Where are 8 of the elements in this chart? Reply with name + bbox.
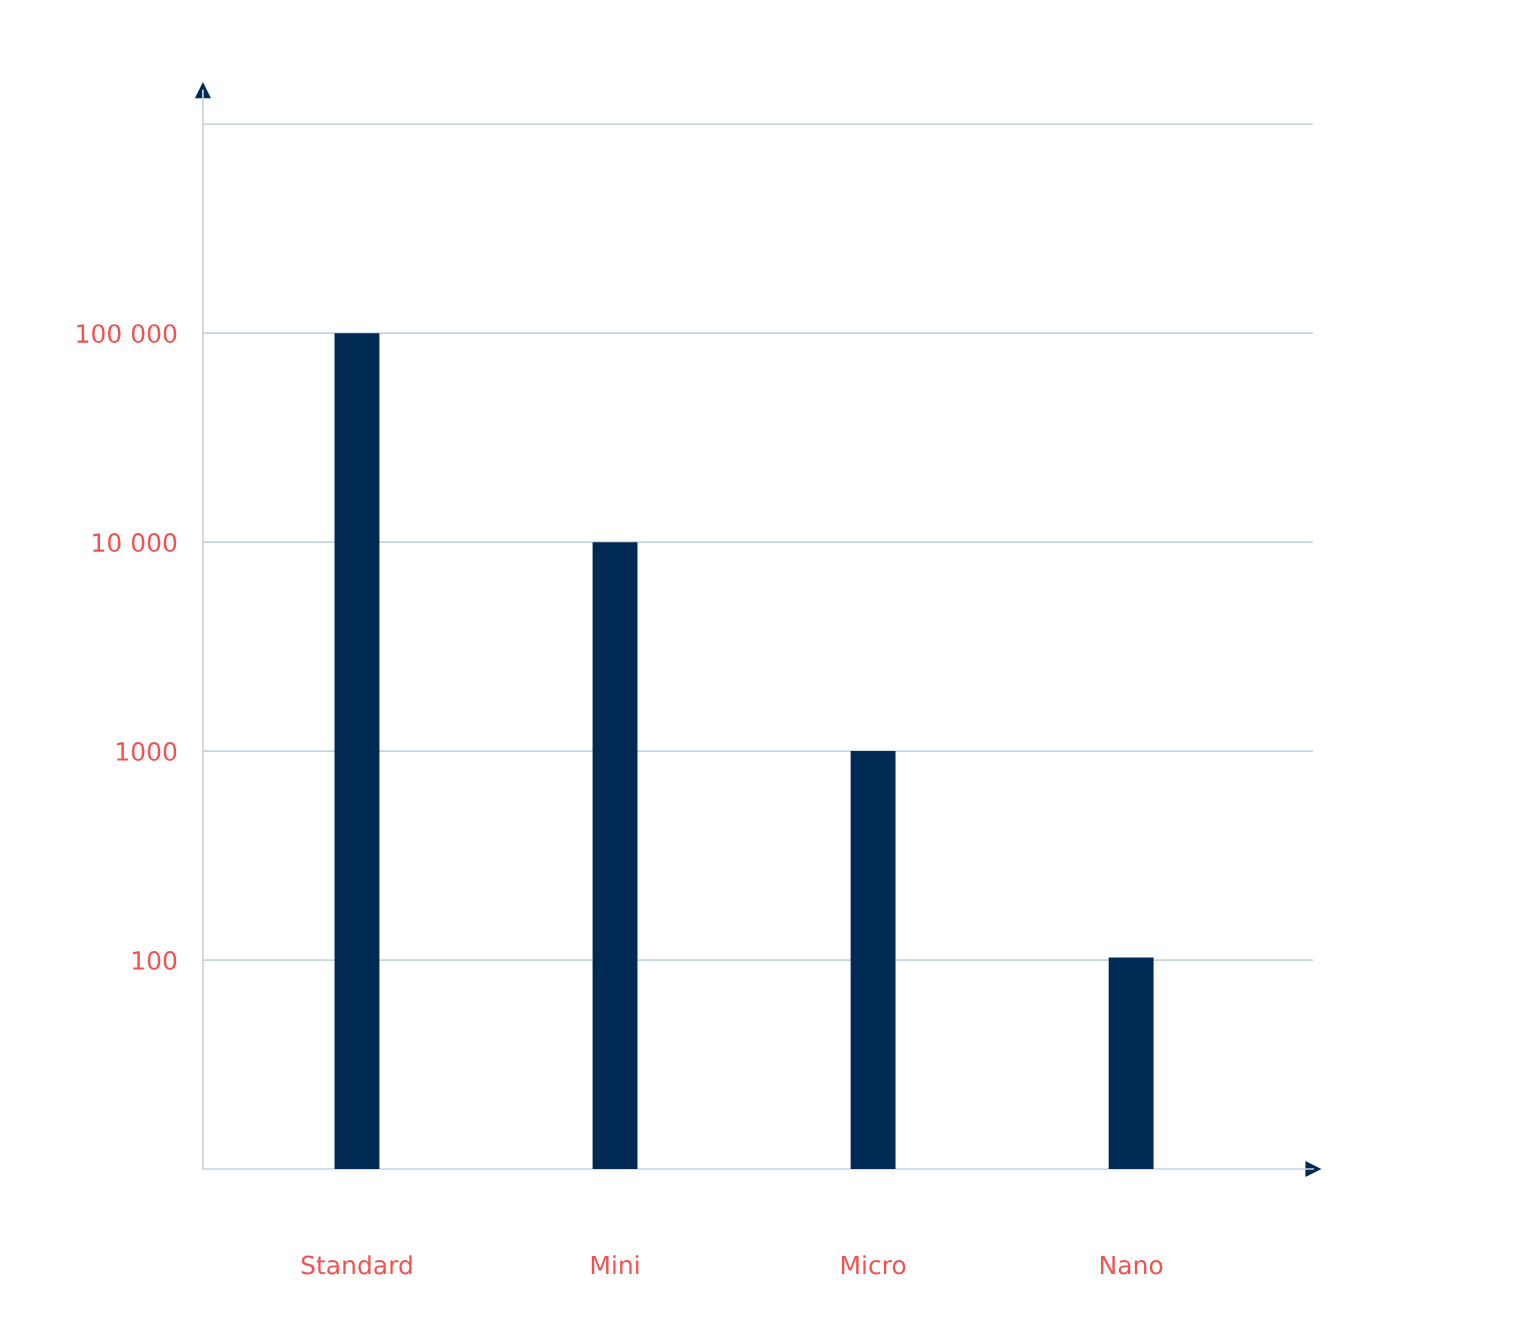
x-tick-label: Nano (1100, 1255, 1163, 1275)
x-tick-label: Mini (591, 1255, 639, 1275)
y-tick-label: 1000 (117, 742, 177, 761)
x-tick-label: Micro (841, 1255, 906, 1275)
x-tick-label: Standard (301, 1255, 412, 1275)
y-tick-label: 100 (132, 951, 177, 970)
y-tick-label: 100 000 (77, 324, 177, 344)
y-tick-label: 10 000 (93, 533, 177, 552)
